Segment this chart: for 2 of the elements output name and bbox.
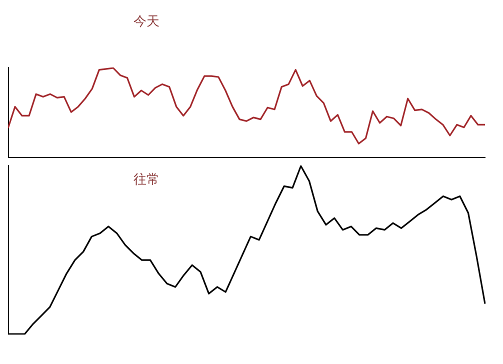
text: 往常 [133, 172, 160, 188]
chart-title: 今天 [133, 14, 160, 30]
